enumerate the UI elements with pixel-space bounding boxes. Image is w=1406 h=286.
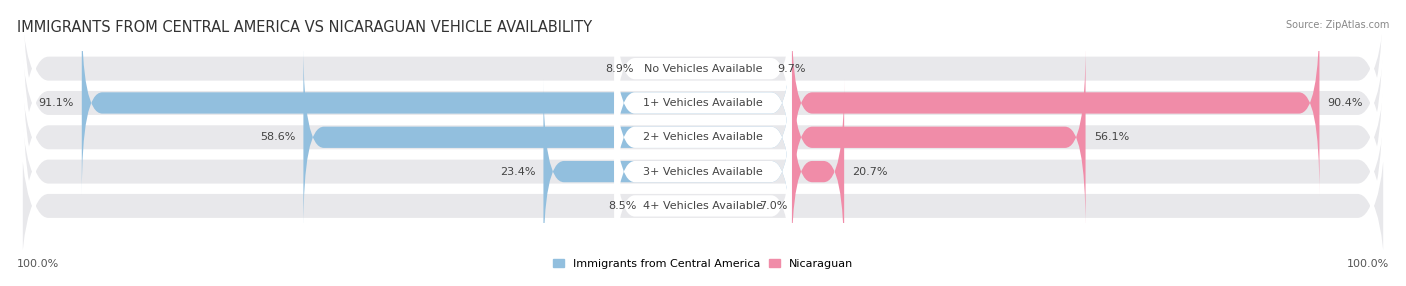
- Text: 8.5%: 8.5%: [609, 201, 637, 211]
- FancyBboxPatch shape: [614, 114, 792, 286]
- Text: 58.6%: 58.6%: [260, 132, 295, 142]
- Text: 90.4%: 90.4%: [1327, 98, 1364, 108]
- Text: 1+ Vehicles Available: 1+ Vehicles Available: [643, 98, 763, 108]
- FancyBboxPatch shape: [21, 0, 1385, 192]
- Legend: Immigrants from Central America, Nicaraguan: Immigrants from Central America, Nicarag…: [553, 259, 853, 269]
- Text: 2+ Vehicles Available: 2+ Vehicles Available: [643, 132, 763, 142]
- Text: 3+ Vehicles Available: 3+ Vehicles Available: [643, 167, 763, 176]
- FancyBboxPatch shape: [21, 0, 1385, 227]
- Text: Source: ZipAtlas.com: Source: ZipAtlas.com: [1285, 20, 1389, 30]
- Text: 100.0%: 100.0%: [17, 259, 59, 269]
- Text: 23.4%: 23.4%: [499, 167, 536, 176]
- Text: 7.0%: 7.0%: [759, 201, 787, 211]
- FancyBboxPatch shape: [614, 11, 792, 195]
- FancyBboxPatch shape: [614, 45, 792, 230]
- Text: 4+ Vehicles Available: 4+ Vehicles Available: [643, 201, 763, 211]
- Text: 20.7%: 20.7%: [852, 167, 887, 176]
- Text: IMMIGRANTS FROM CENTRAL AMERICA VS NICARAGUAN VEHICLE AVAILABILITY: IMMIGRANTS FROM CENTRAL AMERICA VS NICAR…: [17, 20, 592, 35]
- FancyBboxPatch shape: [304, 45, 792, 230]
- FancyBboxPatch shape: [614, 79, 792, 264]
- FancyBboxPatch shape: [21, 48, 1385, 286]
- FancyBboxPatch shape: [544, 79, 792, 264]
- Text: 100.0%: 100.0%: [1347, 259, 1389, 269]
- Text: 8.9%: 8.9%: [606, 64, 634, 74]
- FancyBboxPatch shape: [82, 11, 792, 195]
- Text: 9.7%: 9.7%: [778, 64, 806, 74]
- FancyBboxPatch shape: [792, 11, 1319, 195]
- FancyBboxPatch shape: [21, 14, 1385, 261]
- FancyBboxPatch shape: [21, 82, 1385, 286]
- Text: 56.1%: 56.1%: [1094, 132, 1129, 142]
- FancyBboxPatch shape: [792, 79, 844, 264]
- Text: No Vehicles Available: No Vehicles Available: [644, 64, 762, 74]
- Text: 91.1%: 91.1%: [38, 98, 73, 108]
- FancyBboxPatch shape: [614, 0, 792, 161]
- FancyBboxPatch shape: [792, 45, 1085, 230]
